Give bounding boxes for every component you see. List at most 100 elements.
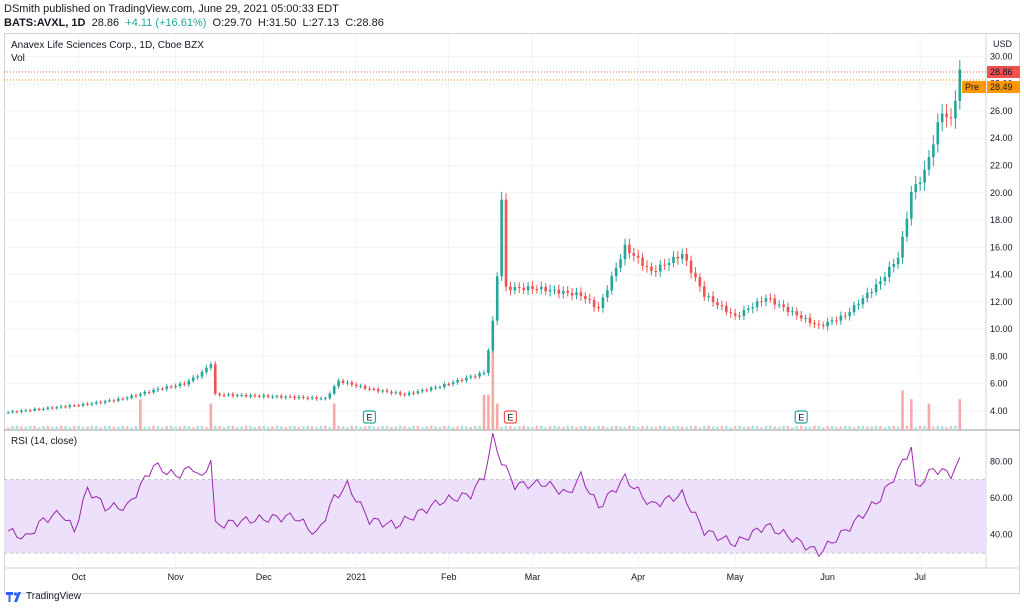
candle	[37, 407, 41, 412]
candle-body	[702, 286, 706, 297]
candle-body	[843, 315, 847, 317]
candle	[782, 300, 785, 312]
volume-bar	[64, 426, 67, 430]
candle-body	[720, 305, 724, 307]
candle-body	[865, 292, 869, 299]
candle-body	[685, 254, 688, 261]
volume-bar	[843, 425, 847, 430]
candle-body	[936, 122, 940, 145]
volume-bar	[381, 425, 384, 430]
candle-body	[645, 266, 649, 268]
rsi-axis[interactable]: 80.00 60.00 40.00	[990, 456, 1013, 539]
earnings-marker	[794, 410, 808, 424]
volume-bar-spike	[910, 399, 913, 430]
candle	[949, 108, 953, 126]
candle-body	[306, 397, 310, 399]
candle	[667, 257, 671, 271]
candle-body	[557, 289, 561, 294]
volume-bar	[888, 425, 891, 430]
candle-body	[117, 398, 120, 401]
candle-body	[425, 389, 429, 391]
candle	[544, 283, 547, 295]
volume-bar-spike	[332, 403, 336, 430]
volume-bar-spike	[495, 403, 499, 430]
candle-body	[218, 393, 221, 396]
currency-label[interactable]: USD	[993, 39, 1013, 49]
candle-body	[504, 199, 508, 287]
volume-bar	[324, 425, 327, 430]
candle	[852, 301, 856, 316]
candle-body	[341, 380, 345, 383]
pre-price-tag-label: 28.49	[990, 82, 1013, 92]
candle	[438, 385, 442, 390]
candle-body	[707, 296, 710, 298]
price-axis[interactable]: 30.0028.0026.0024.0022.0020.0018.0016.00…	[990, 51, 1013, 415]
rsi-tick-label: 60.00	[990, 493, 1013, 503]
volume-bar	[152, 425, 155, 430]
candle-body	[390, 391, 393, 394]
candle	[601, 293, 605, 313]
candle-body	[28, 410, 32, 412]
candle-body	[544, 286, 547, 292]
candle	[394, 390, 398, 395]
volume-bar	[755, 425, 759, 430]
candle-body	[755, 301, 759, 308]
candle-body	[81, 403, 85, 406]
volume-bar	[544, 427, 547, 430]
volume-bar	[742, 426, 746, 430]
candle-body	[826, 321, 829, 327]
candle	[20, 408, 23, 414]
volume-bar	[200, 425, 204, 430]
volume-bar	[310, 426, 314, 430]
candle-body	[773, 298, 777, 305]
volume-bar	[531, 426, 534, 430]
volume-bar	[645, 425, 649, 430]
volume-bar	[751, 425, 755, 430]
volume-bar	[271, 426, 274, 430]
candle-body	[121, 398, 125, 400]
volume-bar	[720, 425, 724, 430]
candle-body	[429, 387, 433, 391]
volume-bar	[235, 426, 239, 430]
volume-bar	[72, 425, 76, 430]
volume-bar	[249, 426, 252, 430]
candle	[566, 286, 570, 297]
volume-bar-spike	[139, 399, 142, 430]
candle	[381, 389, 384, 394]
volume-bar	[773, 426, 777, 430]
volume-bar	[81, 426, 85, 430]
rsi-polyline	[7, 432, 961, 558]
volume-bar	[253, 427, 257, 430]
candle	[152, 388, 155, 395]
volume-bar	[6, 427, 10, 430]
candle	[680, 248, 684, 264]
volume-bar	[258, 425, 261, 430]
candle-body	[539, 286, 543, 290]
price-tick-label: 12.00	[990, 297, 1013, 307]
candle	[645, 260, 649, 273]
candle	[130, 393, 133, 400]
volume-bar	[614, 425, 618, 430]
candle-body	[324, 398, 327, 400]
candle-body	[156, 388, 160, 390]
volume-bar	[786, 425, 790, 430]
volume-bar	[37, 427, 41, 430]
candle-body	[139, 393, 142, 396]
volume-bar	[566, 425, 570, 430]
candle	[469, 374, 473, 380]
tradingview-footer[interactable]: TradingView	[6, 591, 81, 602]
candle-body	[513, 287, 517, 291]
candle-body	[852, 305, 856, 313]
candle	[932, 135, 935, 167]
volume-bar	[11, 425, 14, 430]
candle-body	[883, 277, 887, 282]
candle	[271, 394, 274, 399]
volume-bar	[861, 425, 865, 430]
time-axis[interactable]: Oct Nov Dec 2021 Feb Mar Apr May Jun Jul	[72, 572, 926, 582]
candle	[103, 399, 107, 405]
volume-bar	[606, 427, 609, 430]
candle	[125, 396, 129, 401]
candle	[416, 389, 420, 395]
